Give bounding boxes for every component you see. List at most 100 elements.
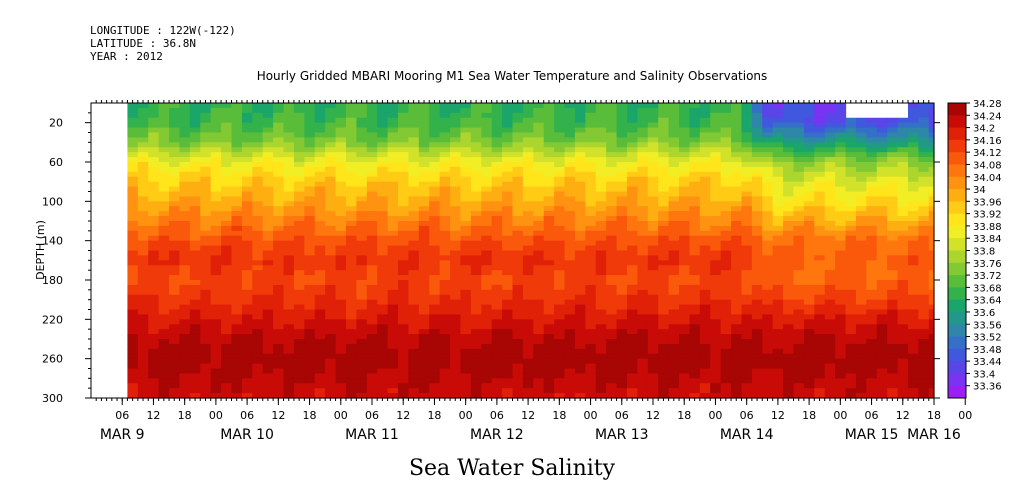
heatmap-cell bbox=[460, 132, 472, 139]
heatmap-cell bbox=[658, 137, 670, 143]
heatmap-cell bbox=[626, 270, 638, 276]
heatmap-cell bbox=[616, 388, 628, 394]
heatmap-cell bbox=[866, 152, 878, 158]
heatmap-cell bbox=[658, 235, 670, 242]
heatmap-cell bbox=[481, 309, 493, 316]
heatmap-cell bbox=[231, 166, 243, 173]
heatmap-cell bbox=[689, 309, 701, 316]
heatmap-cell bbox=[356, 388, 368, 394]
heatmap-cell bbox=[606, 388, 618, 394]
heatmap-cell bbox=[803, 181, 815, 188]
heatmap-cell bbox=[148, 157, 160, 163]
heatmap-cell bbox=[616, 221, 628, 227]
heatmap-cell bbox=[668, 181, 680, 188]
heatmap-cell bbox=[512, 289, 524, 296]
heatmap-cell bbox=[928, 132, 935, 139]
heatmap-cell bbox=[262, 383, 274, 389]
heatmap-cell bbox=[855, 166, 867, 173]
heatmap-cell bbox=[418, 122, 430, 129]
heatmap-cell bbox=[356, 378, 368, 384]
heatmap-cell bbox=[658, 122, 670, 129]
heatmap-cell bbox=[148, 216, 160, 222]
heatmap-cell bbox=[335, 388, 347, 394]
heatmap-cell bbox=[616, 107, 628, 114]
heatmap-cell bbox=[314, 103, 326, 109]
heatmap-cell bbox=[783, 127, 795, 134]
heatmap-cell bbox=[491, 245, 503, 252]
heatmap-cell bbox=[366, 304, 378, 311]
heatmap-cell bbox=[679, 176, 691, 183]
heatmap-cell bbox=[439, 191, 451, 198]
heatmap-cell bbox=[679, 275, 691, 281]
heatmap-cell bbox=[398, 230, 410, 237]
heatmap-cell bbox=[293, 240, 305, 247]
heatmap-cell bbox=[387, 216, 399, 222]
heatmap-cell bbox=[585, 393, 597, 399]
heatmap-cell bbox=[741, 299, 753, 306]
heatmap-cell bbox=[408, 324, 420, 330]
heatmap-cell bbox=[387, 191, 399, 198]
heatmap-cell bbox=[564, 132, 576, 139]
heatmap-cell bbox=[554, 378, 566, 384]
heatmap-cell bbox=[793, 393, 805, 399]
heatmap-cell bbox=[554, 358, 566, 365]
heatmap-cell bbox=[866, 319, 878, 325]
heatmap-cell bbox=[637, 127, 649, 134]
heatmap-cell bbox=[398, 191, 410, 198]
heatmap-cell bbox=[273, 112, 285, 119]
heatmap-cell bbox=[679, 284, 691, 291]
heatmap-cell bbox=[252, 186, 264, 193]
heatmap-cell bbox=[710, 324, 722, 330]
heatmap-cell bbox=[928, 368, 935, 375]
heatmap-cell bbox=[814, 353, 826, 360]
heatmap-cell bbox=[127, 378, 139, 384]
heatmap-cell bbox=[345, 162, 357, 168]
heatmap-cell bbox=[335, 255, 347, 261]
heatmap-cell bbox=[481, 255, 493, 261]
heatmap-cell bbox=[845, 117, 857, 124]
heatmap-cell bbox=[356, 255, 368, 261]
heatmap-cell bbox=[533, 284, 545, 291]
heatmap-cell bbox=[221, 393, 233, 399]
heatmap-cell bbox=[148, 378, 160, 384]
heatmap-cell bbox=[262, 166, 274, 173]
heatmap-cell bbox=[335, 235, 347, 242]
heatmap-cell bbox=[783, 186, 795, 193]
heatmap-cell bbox=[793, 142, 805, 148]
heatmap-cell bbox=[366, 216, 378, 222]
heatmap-cell bbox=[751, 211, 763, 217]
heatmap-cell bbox=[564, 373, 576, 379]
heatmap-cell bbox=[637, 107, 649, 114]
heatmap-cell bbox=[231, 152, 243, 158]
heatmap-cell bbox=[897, 343, 909, 350]
heatmap-cell bbox=[252, 230, 264, 237]
heatmap-cell bbox=[398, 319, 410, 325]
heatmap-cell bbox=[241, 142, 253, 148]
heatmap-cell bbox=[137, 216, 149, 222]
heatmap-cell bbox=[585, 314, 597, 320]
heatmap-cell bbox=[387, 270, 399, 276]
heatmap-cell bbox=[720, 289, 732, 296]
heatmap-cell bbox=[835, 245, 847, 252]
heatmap-cell bbox=[793, 211, 805, 217]
heatmap-cell bbox=[720, 152, 732, 158]
heatmap-cell bbox=[460, 230, 472, 237]
heatmap-cell bbox=[814, 393, 826, 399]
heatmap-cell bbox=[283, 240, 295, 247]
heatmap-cell bbox=[907, 334, 919, 340]
heatmap-cell bbox=[668, 206, 680, 212]
heatmap-cell bbox=[450, 132, 462, 139]
heatmap-cell bbox=[772, 260, 784, 266]
heatmap-cell bbox=[221, 329, 233, 335]
heatmap-cell bbox=[543, 122, 555, 129]
heatmap-cell bbox=[762, 299, 774, 306]
heatmap-cell bbox=[470, 191, 482, 198]
heatmap-cell bbox=[470, 260, 482, 266]
heatmap-cell bbox=[439, 117, 451, 124]
heatmap-cell bbox=[522, 265, 534, 271]
heatmap-cell bbox=[845, 132, 857, 139]
heatmap-cell bbox=[502, 107, 514, 114]
heatmap-cell bbox=[304, 221, 316, 227]
heatmap-cell bbox=[731, 250, 743, 257]
heatmap-cell bbox=[876, 196, 888, 202]
